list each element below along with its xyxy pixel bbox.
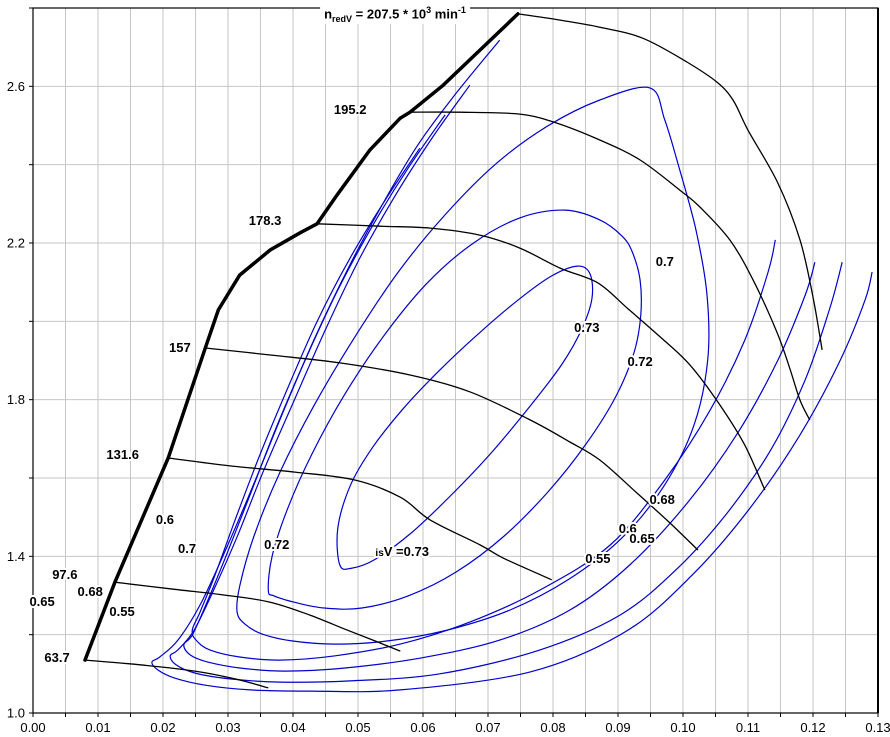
title-var: n — [324, 6, 333, 22]
x-tick-label: 0.13 — [865, 720, 890, 735]
x-axis-tick-labels: 0.00 0.01 0.02 0.03 0.04 0.05 0.06 0.07 0.08 0.09… — [20, 720, 890, 735]
surge-line — [83, 12, 520, 662]
grid-lines — [33, 8, 878, 713]
chart-title: nredV = 207.5 * 103 min-1 — [320, 5, 470, 24]
efficiency-contour-0.72 — [267, 209, 642, 610]
contour-label: 0.65 — [629, 531, 654, 546]
x-tick-label: 0.12 — [800, 720, 825, 735]
speed-lines — [84, 13, 823, 689]
title-unit-exponent: -1 — [457, 5, 466, 15]
contour-label: 0.55 — [109, 604, 134, 619]
contour-label: 0.68 — [78, 584, 103, 599]
efficiency-contour-0.7 — [236, 86, 710, 645]
speed-line-label-157: 157 — [169, 340, 191, 355]
x-tick-label: 0.02 — [150, 720, 175, 735]
contour-label: 0.73 — [574, 320, 599, 335]
title-unit: min — [431, 6, 458, 22]
axis-ticks — [29, 7, 879, 717]
x-tick-label: 0.08 — [540, 720, 565, 735]
x-tick-label: 0.00 — [20, 720, 45, 735]
title-value: = 207.5 * 10 — [352, 6, 427, 22]
efficiency-contours — [151, 39, 873, 693]
contour-label: 0.65 — [29, 594, 54, 609]
speed-line-label-63.7: 63.7 — [44, 650, 69, 665]
efficiency-contour-0.68 — [191, 147, 776, 661]
x-tick-label: 0.01 — [85, 720, 110, 735]
speed-line-label-131.6: 131.6 — [106, 447, 139, 462]
efficiency-contour-0.55 — [151, 39, 873, 693]
speed-line-label-97.6: 97.6 — [52, 567, 77, 582]
contour-label: 0.68 — [650, 492, 675, 507]
speed-line-63.7 — [84, 659, 269, 689]
y-tick-label: 2.2 — [7, 236, 25, 251]
speed-line-97.6 — [114, 581, 401, 652]
speed-line-207.5 — [517, 13, 823, 351]
contour-label: isV =0.73 — [375, 544, 429, 559]
x-tick-label: 0.05 — [345, 720, 370, 735]
contour-label: 0.55 — [585, 551, 610, 566]
x-tick-label: 0.11 — [736, 720, 760, 735]
speed-line-195.2 — [409, 111, 811, 421]
x-tick-label: 0.07 — [475, 720, 500, 735]
x-tick-label: 0.03 — [215, 720, 240, 735]
y-tick-label: 1.4 — [7, 549, 25, 564]
value-labels: 63.7 97.6 131.6 157 178.3 195.2 0.65 0.68 0.55 0.… — [27, 100, 676, 667]
x-tick-label: 0.06 — [410, 720, 435, 735]
x-tick-label: 0.10 — [670, 720, 695, 735]
contour-label: 0.6 — [156, 512, 174, 527]
surge-line-path — [83, 12, 520, 662]
title-var-subscript: redV — [332, 13, 353, 24]
y-tick-label: 1.0 — [7, 706, 25, 721]
contour-label: 0.7 — [178, 541, 196, 556]
contour-label: 0.72 — [264, 537, 289, 552]
x-tick-label: 0.09 — [605, 720, 630, 735]
efficiency-contour-0.6 — [169, 84, 843, 683]
speed-line-label-178.3: 178.3 — [249, 213, 282, 228]
speed-line-178.3 — [317, 223, 766, 491]
speed-line-157 — [205, 347, 699, 551]
speed-line-131.6 — [168, 457, 552, 581]
y-tick-label: 1.8 — [7, 392, 25, 407]
efficiency-contour-0.73 — [336, 265, 594, 570]
y-axis-tick-labels: 1.0 1.4 1.8 2.2 2.6 — [7, 79, 25, 721]
contour-label: 0.72 — [627, 354, 652, 369]
y-tick-label: 2.6 — [7, 79, 25, 94]
contour-label: 0.6 — [619, 521, 637, 536]
contour-label: 0.7 — [656, 254, 674, 269]
title-exponent: 3 — [426, 5, 432, 15]
speed-line-label-195.2: 195.2 — [334, 102, 367, 117]
x-tick-label: 0.04 — [280, 720, 305, 735]
